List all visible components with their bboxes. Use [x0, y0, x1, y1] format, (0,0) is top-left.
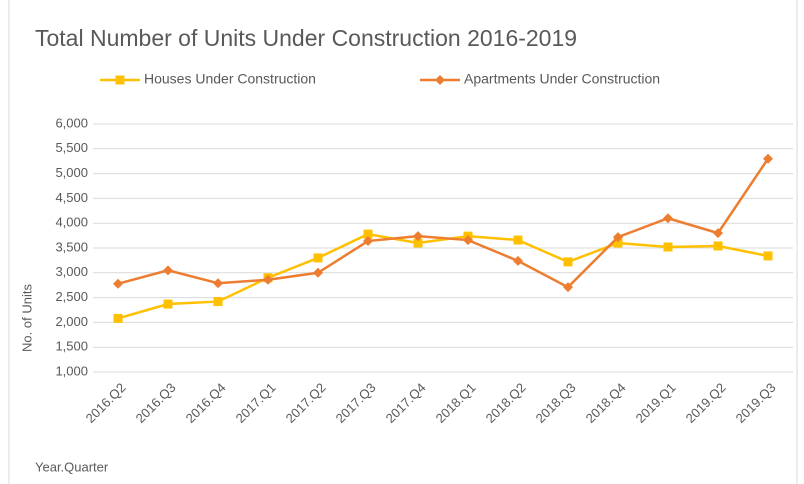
y-tick-label: 4,500 [55, 190, 88, 205]
marker [613, 232, 623, 243]
x-tick-label: 2016.Q2 [83, 380, 129, 426]
legend-marker [115, 75, 125, 85]
x-tick-label: 2017.Q3 [333, 380, 379, 426]
x-axis-title: Year.Quarter [35, 459, 109, 474]
marker [263, 274, 273, 285]
y-tick-label: 3,500 [55, 239, 88, 254]
x-tick-label: 2017.Q4 [383, 380, 429, 426]
marker [763, 153, 773, 164]
marker [713, 228, 723, 239]
y-tick-label: 5,500 [55, 140, 88, 155]
marker [513, 235, 523, 245]
marker [313, 267, 323, 278]
marker [563, 282, 573, 293]
x-tick-label: 2018.Q3 [533, 380, 579, 426]
y-tick-label: 2,500 [55, 289, 88, 304]
series-line [117, 158, 770, 289]
marker [713, 241, 723, 251]
marker [163, 265, 173, 276]
x-tick-label: 2019.Q1 [633, 380, 679, 426]
y-tick-label: 6,000 [55, 115, 88, 130]
legend-label: Houses Under Construction [144, 71, 316, 87]
marker [163, 299, 173, 309]
y-axis-title: No. of Units [19, 284, 34, 352]
y-tick-label: 4,000 [55, 215, 88, 230]
marker [413, 231, 423, 242]
series-line [117, 232, 769, 320]
x-tick-label: 2018.Q1 [433, 380, 479, 426]
marker [113, 313, 123, 323]
marker [213, 297, 223, 307]
marker [213, 278, 223, 289]
marker [663, 213, 673, 224]
x-tick-label: 2017.Q1 [233, 380, 279, 426]
marker [363, 236, 373, 247]
marker [463, 235, 473, 246]
x-tick-label: 2016.Q3 [133, 380, 179, 426]
chart-title: Total Number of Units Under Construction… [35, 25, 577, 51]
marker [663, 242, 673, 252]
x-tick-label: 2018.Q2 [483, 380, 529, 426]
marker [763, 251, 773, 261]
marker [313, 253, 323, 263]
marker [363, 229, 373, 239]
x-tick-label: 2018.Q4 [583, 380, 629, 426]
x-tick-label: 2019.Q2 [683, 380, 729, 426]
y-tick-label: 1,000 [55, 363, 88, 378]
y-tick-label: 2,000 [55, 314, 88, 329]
legend-label: Apartments Under Construction [464, 71, 660, 87]
y-tick-label: 1,500 [55, 339, 88, 354]
marker [113, 278, 123, 289]
marker [613, 238, 623, 248]
x-tick-label: 2016.Q4 [183, 380, 229, 426]
marker [513, 255, 523, 266]
y-tick-label: 5,000 [55, 165, 88, 180]
x-tick-label: 2019.Q3 [733, 380, 779, 426]
marker [413, 238, 423, 248]
marker [563, 257, 573, 267]
x-tick-label: 2017.Q2 [283, 380, 329, 426]
legend-marker [435, 75, 445, 85]
y-tick-label: 3,000 [55, 264, 88, 279]
